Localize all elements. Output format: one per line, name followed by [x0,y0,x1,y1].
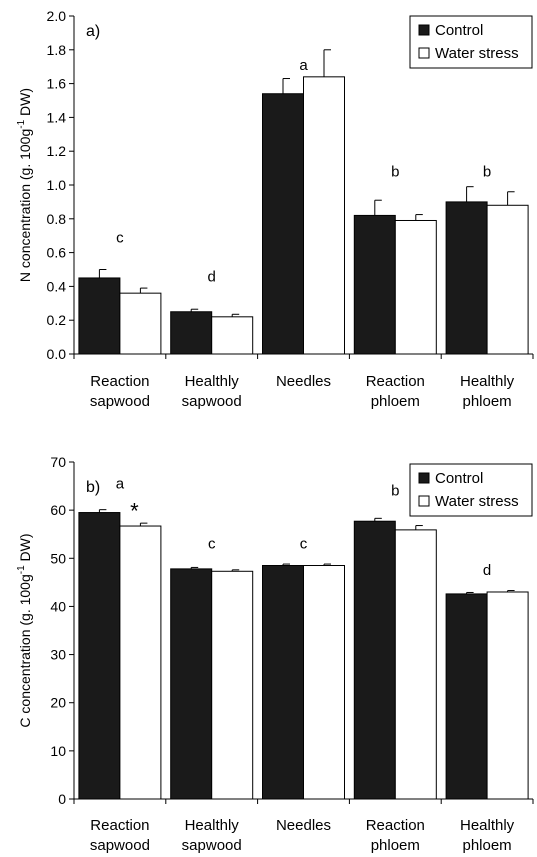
category-label: Healthly [185,817,240,834]
legend-box [409,463,533,517]
category-label: sapwood [90,393,150,410]
significance-letter: d [208,268,216,285]
legend-swatch-control [418,24,430,36]
category-label: phloem [462,393,511,410]
y-tick-label: 1.6 [47,76,67,92]
bar-control [445,201,488,355]
y-tick-label: 0.8 [47,211,67,227]
significance-letter: d [483,562,491,579]
category-label: sapwood [182,837,242,854]
legend: Control Water stress [409,463,533,517]
category-label: sapwood [182,393,242,410]
bar-water-stress [303,565,345,800]
y-tick-label: 10 [50,743,66,759]
panel-label: a) [86,23,100,40]
legend-swatch-water-stress [418,47,430,59]
y-tick-label: 0.0 [47,346,67,362]
category-label: Healthly [185,373,240,390]
category-label: Reaction [90,817,149,834]
y-tick-label: 0.6 [47,245,67,261]
bar-water-stress [486,591,529,800]
y-axis-title-part: DW) [17,88,33,120]
y-axis-title-superscript: -1 [16,565,27,574]
y-tick-label: 40 [50,598,66,614]
y-tick-label: 60 [50,502,66,518]
y-tick-label: 50 [50,550,66,566]
bar-water-stress [211,570,254,800]
significance-letter: b [391,483,399,500]
bar-water-stress [394,529,437,800]
significance-star: * [130,498,139,523]
bar-water-stress [119,292,162,355]
bar-water-stress [394,219,437,355]
bar-water-stress [211,316,254,355]
category-label: Needles [276,817,331,834]
y-tick-label: 1.4 [47,109,67,125]
significance-letter: a [116,475,125,492]
category-label: phloem [462,837,511,854]
significance-letter: b [391,164,399,181]
bar-control [170,568,213,800]
bar-control [445,593,488,800]
category-label: Reaction [90,373,149,390]
category-label: Reaction [366,817,425,834]
y-axis-title-part: C concentration (g. 100g [17,574,33,727]
significance-letter: c [116,229,124,246]
y-tick-label: 20 [50,695,66,711]
category-label: Healthly [460,373,515,390]
category-label: phloem [371,393,420,410]
y-axis-title-part: N concentration (g. 100g [17,129,33,282]
y-axis-title: C concentration (g. 100g-1 DW) [16,533,33,727]
legend: Control Water stress [409,15,533,69]
y-tick-label: 70 [50,454,66,470]
significance-letter: b [483,164,491,181]
legend-label: Control [435,22,483,39]
y-tick-label: 1.2 [47,143,67,159]
y-axis-title-superscript: -1 [16,119,27,128]
category-label: Healthly [460,817,515,834]
bar-water-stress [119,525,162,800]
significance-letter: c [208,536,216,553]
legend-swatch-water-stress [418,495,430,507]
y-axis-title-part: DW) [17,533,33,565]
legend-swatch-control [418,472,430,484]
y-tick-label: 1.8 [47,42,67,58]
bar-water-stress [486,204,529,355]
y-tick-label: 30 [50,647,66,663]
bar-control [262,93,304,355]
y-axis-title: N concentration (g. 100g-1 DW) [16,88,33,282]
category-label: phloem [371,837,420,854]
category-label: Needles [276,373,331,390]
bar-control [78,277,121,355]
y-tick-label: 1.0 [47,177,67,193]
bar-control [170,311,213,355]
legend-label: Water stress [435,493,519,510]
bar-control [78,512,121,800]
legend-label: Water stress [435,45,519,62]
chart-panel-b: 0 10 20 30 40 50 60 70 Reaction sapwood Healthly sa… [16,454,534,854]
bar-water-stress [303,76,345,355]
chart-panel-a: 0.0 0.2 0.4 0.6 0.8 1.0 1.2 1.4 1.6 1.8 2.0 Reactio… [16,8,534,410]
bar-control [353,214,396,355]
legend-label: Control [435,470,483,487]
category-label: Reaction [366,373,425,390]
panel-label: b) [86,479,100,496]
y-tick-label: 0 [58,791,66,807]
bar-control [353,520,396,800]
significance-letter: c [300,536,308,553]
significance-letter: a [299,57,308,74]
legend-box [409,15,533,69]
y-tick-label: 2.0 [47,8,67,24]
y-tick-label: 0.2 [47,312,67,328]
bar-control [262,565,304,800]
category-label: sapwood [90,837,150,854]
y-tick-label: 0.4 [47,278,67,294]
